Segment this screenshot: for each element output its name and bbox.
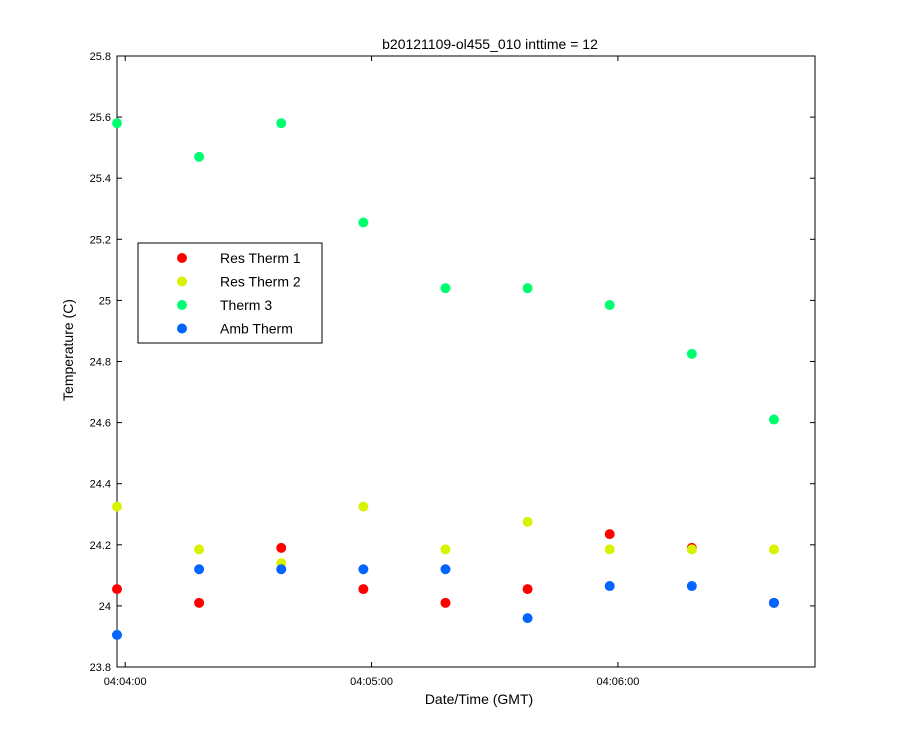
- y-tick-label: 25.8: [90, 51, 111, 63]
- y-tick-label: 25.2: [90, 234, 111, 246]
- y-tick-label: 24.2: [90, 540, 111, 552]
- data-point: [358, 584, 369, 595]
- data-point: [522, 613, 533, 624]
- series-therm-3: [112, 118, 779, 425]
- data-point: [768, 597, 779, 608]
- data-point: [276, 542, 287, 553]
- y-tick-label: 24: [99, 601, 111, 613]
- data-point: [604, 581, 615, 592]
- data-point: [112, 584, 122, 595]
- legend: Res Therm 1 Res Therm 2 Therm 3 Amb Therm: [137, 242, 323, 344]
- data-point: [194, 544, 205, 555]
- y-tick-label: 24.4: [90, 479, 111, 491]
- legend-label: Amb Therm: [220, 321, 293, 337]
- data-point: [686, 544, 697, 555]
- data-point: [112, 629, 122, 640]
- data-point: [276, 118, 287, 129]
- legend-marker: [177, 300, 187, 310]
- y-axis-label: Temperature (C): [60, 299, 76, 401]
- data-point: [686, 581, 697, 592]
- plot-area: [116, 55, 816, 668]
- data-point: [440, 544, 451, 555]
- data-point: [522, 283, 533, 294]
- data-point: [522, 584, 533, 595]
- y-tick-label: 24.6: [90, 418, 111, 430]
- y-tick-label: 25.4: [90, 173, 111, 185]
- data-point: [768, 414, 779, 425]
- data-point: [194, 597, 205, 608]
- legend-label: Therm 3: [220, 297, 272, 313]
- data-point: [440, 564, 451, 575]
- data-point: [604, 529, 615, 540]
- data-point: [358, 564, 369, 575]
- x-tick-label: 04:06:00: [597, 676, 640, 688]
- data-point: [440, 283, 451, 294]
- x-axis-label: Date/Time (GMT): [425, 691, 533, 707]
- data-point: [768, 544, 779, 555]
- x-tick-label: 04:04:00: [104, 676, 147, 688]
- y-tick-label: 23.8: [90, 662, 111, 674]
- legend-label: Res Therm 1: [220, 250, 301, 266]
- data-point: [358, 501, 369, 512]
- data-point: [358, 217, 369, 228]
- y-tick-label: 25: [99, 295, 111, 307]
- legend-marker: [177, 276, 187, 287]
- legend-marker: [177, 323, 187, 334]
- y-tick-label: 25.6: [90, 112, 111, 124]
- data-point: [194, 564, 205, 575]
- legend-marker: [177, 253, 187, 263]
- data-point: [686, 348, 697, 359]
- data-point: [276, 564, 287, 575]
- data-points: [112, 118, 779, 640]
- series-amb-therm: [112, 564, 779, 640]
- data-point: [112, 501, 122, 512]
- data-point: [440, 597, 451, 608]
- data-point: [604, 544, 615, 555]
- chart-title: b20121109-ol455_010 inttime = 12: [382, 36, 598, 52]
- data-point: [522, 516, 533, 527]
- y-tick-label: 24.8: [90, 357, 111, 369]
- data-point: [112, 118, 122, 129]
- legend-box: [137, 242, 323, 344]
- data-point: [194, 151, 205, 162]
- legend-label: Res Therm 2: [220, 274, 301, 290]
- x-tick-label: 04:05:00: [350, 676, 393, 688]
- data-point: [604, 299, 615, 310]
- axis-ticks: 23.8 24 24.2 24.4 24.6 24.8 25 25.2 25.4 25.6 25.8…: [90, 51, 815, 688]
- series-res-therm-2: [112, 501, 779, 569]
